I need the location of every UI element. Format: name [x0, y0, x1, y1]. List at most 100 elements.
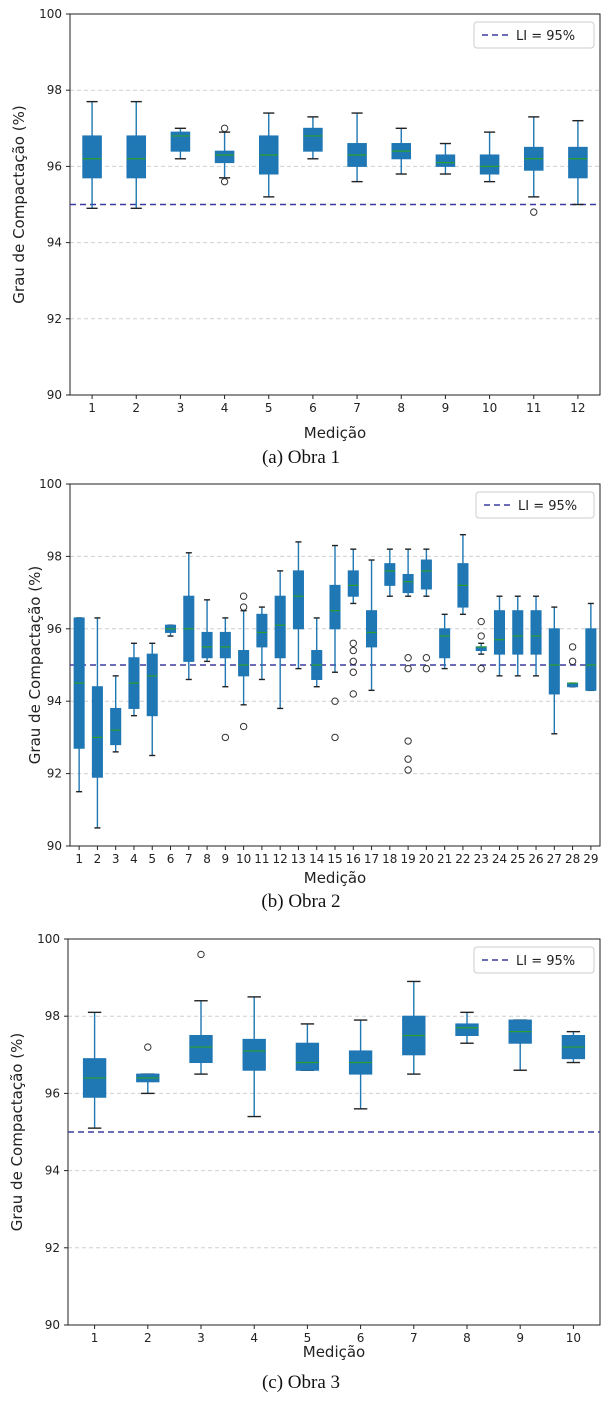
x-tick-label: 9 — [442, 401, 450, 415]
outlier-point — [239, 592, 248, 600]
outlier-point — [568, 657, 577, 666]
outlier-point — [239, 722, 248, 731]
y-tick-label: 100 — [37, 932, 60, 946]
x-tick-label: 1 — [75, 852, 83, 866]
box-iqr — [126, 135, 147, 179]
box-9 — [508, 1019, 532, 1071]
x-tick-label: 9 — [516, 1331, 524, 1345]
box-28 — [567, 643, 579, 688]
box-9 — [219, 617, 231, 742]
box-iqr — [530, 610, 542, 655]
x-tick-label: 3 — [197, 1331, 205, 1345]
x-tick-label: 10 — [566, 1331, 581, 1345]
x-tick-label: 3 — [177, 401, 185, 415]
box-3 — [170, 127, 191, 160]
box-21 — [439, 613, 451, 670]
box-5 — [295, 1023, 320, 1071]
box-2 — [91, 617, 103, 829]
x-tick-label: 13 — [291, 852, 306, 866]
y-tick-label: 96 — [47, 159, 62, 173]
x-tick-label: 24 — [492, 852, 507, 866]
outlier-point — [404, 737, 412, 745]
boxplot-obra-3: 90 92 94 96 98 100 1 2 3 4 5 6 7 8 9 10 Medição Grau de C… — [8, 932, 601, 1361]
outlier-point — [331, 697, 339, 705]
y-tick-label: 94 — [45, 1164, 60, 1178]
box-7 — [402, 980, 426, 1075]
outlier-point — [404, 766, 412, 774]
x-tick-label: 15 — [327, 852, 342, 866]
box-iqr — [435, 154, 456, 167]
box-23 — [475, 617, 487, 673]
outlier-point — [530, 208, 538, 216]
outlier-point — [197, 950, 205, 959]
box-8 — [455, 1011, 479, 1044]
box-10 — [238, 592, 250, 731]
box-iqr — [292, 570, 304, 630]
y-tick-label: 94 — [47, 236, 62, 250]
outlier-point — [349, 639, 357, 647]
y-tick-label: 94 — [47, 694, 62, 708]
caption-obra-1: (a) Obra 1 — [261, 447, 341, 468]
box-1 — [73, 617, 85, 793]
box-29 — [585, 602, 597, 692]
box-iqr — [170, 131, 191, 152]
box-1 — [82, 100, 102, 210]
x-tick-label: 19 — [400, 852, 415, 866]
outlier-point — [349, 690, 357, 698]
box-19 — [402, 548, 414, 774]
box-iqr — [329, 584, 341, 630]
box-iqr — [420, 559, 432, 590]
box-24 — [493, 595, 506, 677]
box-iqr — [366, 610, 378, 648]
box-iqr — [512, 610, 524, 655]
box-12 — [274, 570, 286, 710]
y-tick-label: 92 — [47, 312, 62, 326]
y-tick-label: 96 — [47, 622, 62, 636]
outlier-point — [568, 643, 577, 651]
outlier-point — [422, 654, 431, 662]
legend-box — [473, 21, 595, 49]
x-tick-label: 11 — [526, 401, 541, 415]
x-tick-label: 21 — [437, 852, 452, 866]
x-tick-label: 12 — [570, 401, 585, 415]
box-22 — [457, 533, 469, 616]
chart-panel-obra-2: 90 92 94 96 98 100 1 2 3 4 5 6 7 8 9 10 11 12 13 14 15 16 17 18… — [0, 470, 602, 925]
box-iqr — [402, 574, 414, 594]
box-16 — [347, 548, 359, 698]
box-iqr — [585, 628, 597, 691]
box-17 — [366, 559, 378, 692]
y-tick-label: 90 — [45, 1318, 60, 1332]
box-4 — [242, 996, 266, 1118]
outlier-point — [404, 654, 412, 662]
box-iqr — [91, 686, 103, 778]
x-tick-label: 14 — [309, 852, 324, 866]
x-tick-label: 25 — [510, 852, 525, 866]
box-6 — [303, 116, 323, 160]
box-8 — [201, 599, 213, 663]
y-tick-label: 98 — [45, 1009, 60, 1023]
box-2 — [136, 1043, 160, 1095]
box-6 — [348, 1019, 373, 1110]
caption-obra-3: (c) Obra 3 — [261, 1372, 341, 1393]
x-tick-label: 6 — [167, 852, 175, 866]
box-iqr — [479, 154, 500, 175]
y-tick-label: 96 — [45, 1086, 60, 1100]
box-iqr — [256, 613, 268, 648]
box-13 — [292, 541, 304, 670]
y-axis-title: Grau de Compactação (%) — [10, 105, 28, 303]
chart-panel-obra-1: 90 92 94 96 98 100 1 2 3 4 5 6 7 8 9 10 11 12 Medição Grau … — [0, 0, 602, 470]
x-tick-label: 10 — [482, 401, 497, 415]
x-tick-label: 8 — [203, 852, 211, 866]
box-3 — [189, 950, 213, 1075]
box-iqr — [384, 563, 396, 586]
box-iqr — [439, 628, 451, 659]
box-iqr — [274, 595, 286, 659]
box-1 — [82, 1011, 107, 1129]
y-tick-label: 90 — [47, 839, 62, 853]
outlier-point — [477, 664, 485, 673]
x-tick-label: 9 — [222, 852, 230, 866]
box-10 — [561, 1030, 586, 1064]
box-5 — [146, 642, 158, 757]
